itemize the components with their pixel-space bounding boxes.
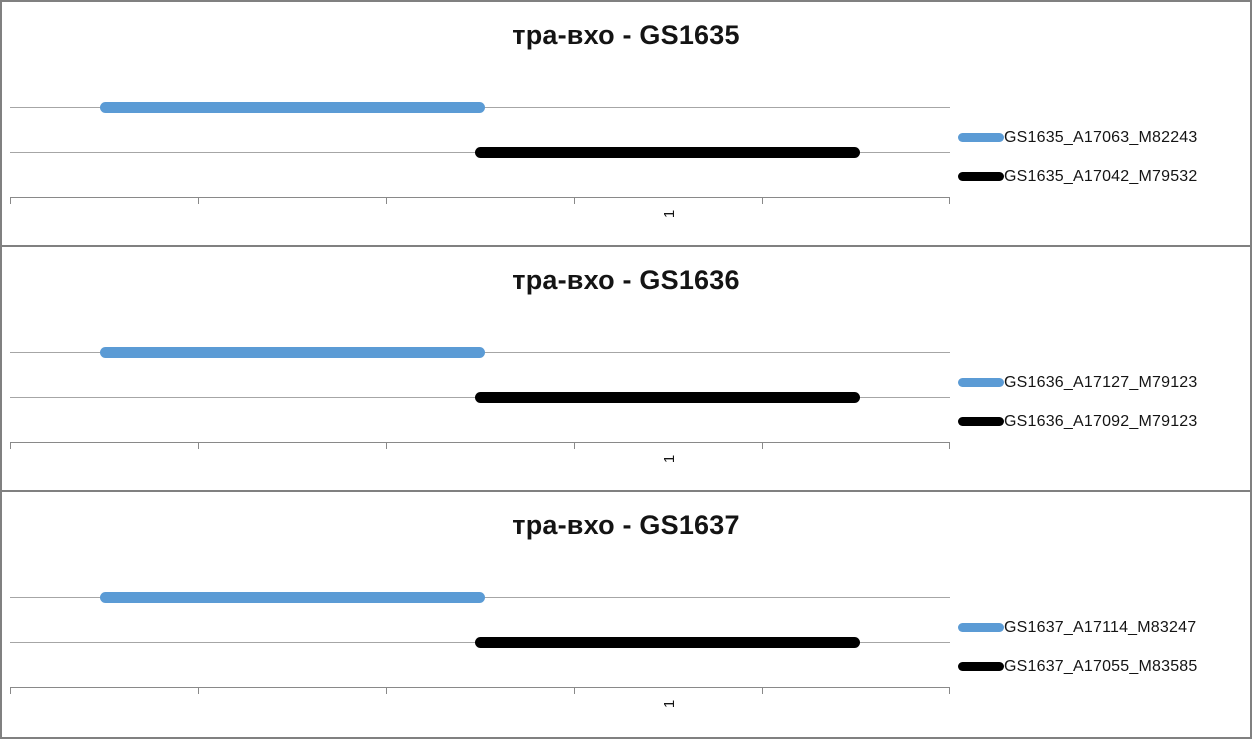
- legend-label: GS1636_A17127_M79123: [1004, 373, 1198, 391]
- series-line-black[interactable]: [475, 147, 860, 158]
- x-axis-line: [10, 442, 950, 449]
- legend-label: GS1637_A17114_M83247: [1004, 618, 1197, 636]
- chart-title: тра-вхо - GS1635: [512, 20, 740, 50]
- axis-tick: [949, 197, 950, 204]
- axis-tick: [762, 687, 763, 694]
- axis-tick: [10, 442, 11, 449]
- axis-tick: [198, 197, 199, 204]
- series-line-blue[interactable]: [100, 592, 485, 603]
- axis-tick: [198, 442, 199, 449]
- legend-line-marker-black: [958, 172, 1004, 181]
- chart-title: тра-вхо - GS1637: [512, 510, 740, 540]
- plot-area: 1: [10, 492, 950, 737]
- chart-panel-gs1635[interactable]: тра-вхо - GS1635 1 GS1635_A17063_M82243: [0, 0, 1252, 247]
- legend: GS1637_A17114_M83247 GS1637_A17055_M8358…: [958, 608, 1198, 686]
- axis-tick: [574, 687, 575, 694]
- axis-tick: [386, 687, 387, 694]
- legend: GS1635_A17063_M82243 GS1635_A17042_M7953…: [958, 118, 1198, 196]
- chart-title: тра-вхо - GS1636: [512, 265, 740, 295]
- plot-area: 1: [10, 247, 950, 490]
- legend-item[interactable]: GS1635_A17042_M79532: [958, 157, 1198, 196]
- axis-tick: [949, 687, 950, 694]
- series-line-black[interactable]: [475, 392, 860, 403]
- legend-item[interactable]: GS1636_A17092_M79123: [958, 402, 1198, 441]
- legend-line-marker-blue: [958, 378, 1004, 387]
- legend-item[interactable]: GS1636_A17127_M79123: [958, 363, 1198, 402]
- series-line-blue[interactable]: [100, 347, 485, 358]
- legend-line-marker-blue: [958, 623, 1004, 632]
- legend-line-marker-black: [958, 662, 1004, 671]
- axis-tick: [762, 197, 763, 204]
- legend-line-marker-blue: [958, 133, 1004, 142]
- chart-panel-gs1637[interactable]: тра-вхо - GS1637 1 GS1637_A17114_M83247: [0, 490, 1252, 739]
- x-axis-category-label: 1: [660, 209, 678, 219]
- axis-tick: [574, 197, 575, 204]
- axis-tick: [574, 442, 575, 449]
- legend-label: GS1635_A17042_M79532: [1004, 167, 1198, 185]
- axis-tick: [10, 197, 11, 204]
- x-axis-line: [10, 197, 950, 204]
- legend-item[interactable]: GS1635_A17063_M82243: [958, 118, 1198, 157]
- legend: GS1636_A17127_M79123 GS1636_A17092_M7912…: [958, 363, 1198, 441]
- x-axis-line: [10, 687, 950, 694]
- legend-label: GS1635_A17063_M82243: [1004, 128, 1198, 146]
- axis-tick: [386, 197, 387, 204]
- axis-tick: [10, 687, 11, 694]
- legend-line-marker-black: [958, 417, 1004, 426]
- legend-item[interactable]: GS1637_A17055_M83585: [958, 647, 1198, 686]
- legend-label: GS1636_A17092_M79123: [1004, 412, 1198, 430]
- chart-panel-gs1636[interactable]: тра-вхо - GS1636 1 GS1636_A17127_M79123: [0, 245, 1252, 492]
- axis-tick: [386, 442, 387, 449]
- axis-tick: [198, 687, 199, 694]
- x-axis-category-label: 1: [660, 454, 678, 464]
- plot-area: 1: [10, 2, 950, 245]
- series-line-blue[interactable]: [100, 102, 485, 113]
- legend-item[interactable]: GS1637_A17114_M83247: [958, 608, 1198, 647]
- x-axis-category-label: 1: [660, 699, 678, 709]
- axis-tick: [762, 442, 763, 449]
- series-line-black[interactable]: [475, 637, 860, 648]
- axis-tick: [949, 442, 950, 449]
- legend-label: GS1637_A17055_M83585: [1004, 657, 1198, 675]
